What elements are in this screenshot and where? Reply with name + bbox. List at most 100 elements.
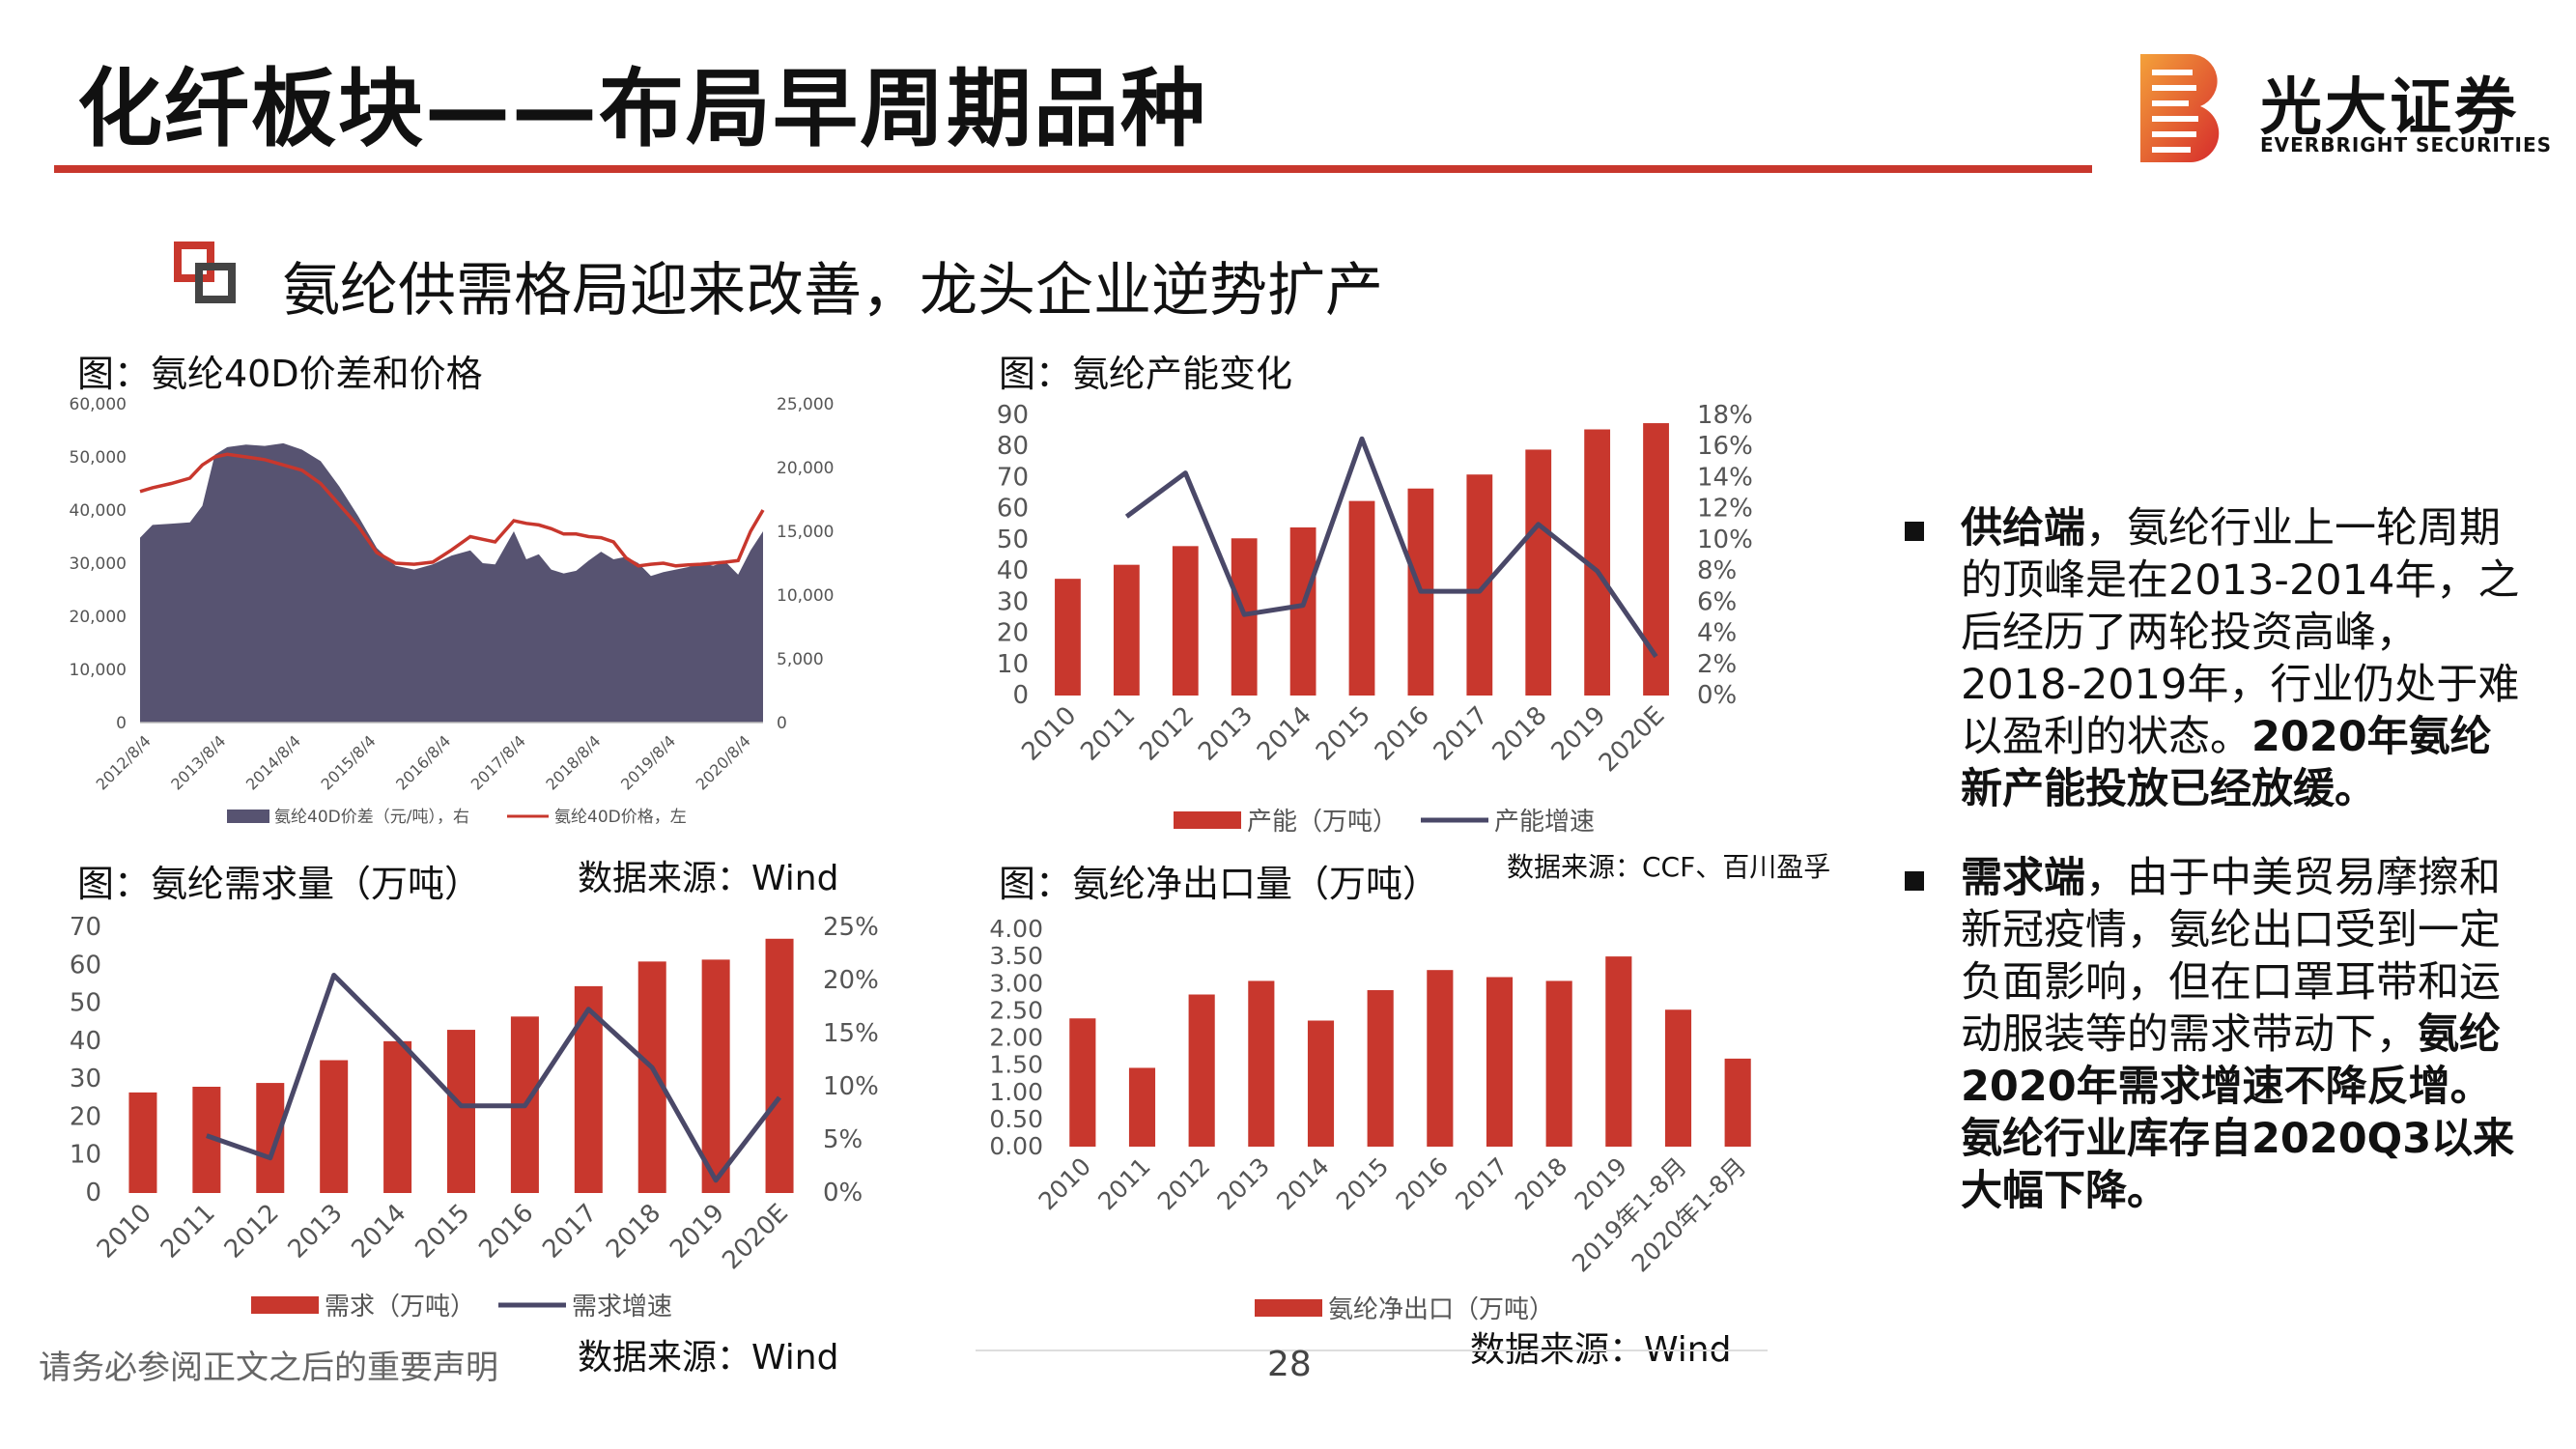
x-tick-label: 2015 <box>1311 701 1376 767</box>
bar <box>1248 980 1275 1147</box>
y-tick-label: 1.50 <box>989 1051 1043 1079</box>
bullet-emphasis: 氨纶2020年需求增速不降反增。氨纶行业库存自2020Q3以来大幅下降。 <box>1961 1010 2515 1215</box>
y-tick-label: 60 <box>997 495 1029 524</box>
bar <box>1525 449 1552 696</box>
price-chart-caption: 图：氨纶40D价差和价格 <box>77 353 483 395</box>
y2-tick-label: 4% <box>1697 619 1737 648</box>
y2-tick-label: 10,000 <box>777 586 834 606</box>
bullet-supply: 供给端，氨纶行业上一轮周期的顶峰是在2013-2014年，之后经历了两轮投资高峰… <box>1905 502 2523 815</box>
x-tick-label: 2012 <box>1134 701 1200 767</box>
bar <box>1113 564 1140 696</box>
y-tick-label: 80 <box>997 432 1029 461</box>
bar <box>1172 546 1199 696</box>
bar <box>1367 990 1394 1147</box>
legend-swatch <box>251 1296 319 1314</box>
legend-label: 产能增速 <box>1494 808 1595 837</box>
legend-label: 需求增速 <box>572 1293 672 1321</box>
bar <box>447 1030 475 1193</box>
y-tick-label: 4.00 <box>989 915 1043 943</box>
x-tick-label: 2015 <box>1331 1152 1394 1215</box>
x-tick-label: 2011 <box>156 1199 221 1264</box>
y2-tick-label: 12% <box>1697 495 1753 524</box>
capacity-chart-caption: 图：氨纶产能变化 <box>999 353 1293 395</box>
legend-label: 氨纶40D价格，左 <box>554 808 687 827</box>
bar <box>1486 977 1514 1147</box>
title-divider <box>54 165 2092 173</box>
x-tick-label: 2017/8/4 <box>467 731 529 793</box>
y-tick-label: 70 <box>70 913 101 942</box>
y-tick-label: 10,000 <box>70 661 127 680</box>
bullet-lead: 供给端 <box>1961 504 2085 553</box>
bar <box>1348 500 1375 696</box>
y2-tick-label: 10% <box>823 1072 879 1101</box>
bar <box>765 938 794 1193</box>
y2-tick-label: 20,000 <box>777 459 834 478</box>
legend-swatch <box>227 810 269 823</box>
page-title: 化纤板块——布局早周期品种 <box>77 59 1208 158</box>
bullet-list: 供给端，氨纶行业上一轮周期的顶峰是在2013-2014年，之后经历了两轮投资高峰… <box>1905 502 2523 1254</box>
bar <box>1643 423 1669 696</box>
x-tick-label: 2014 <box>1252 701 1317 767</box>
section-subtitle: 氨纶供需格局迎来改善，龙头企业逆势扩产 <box>282 257 1383 325</box>
x-tick-label: 2018 <box>1487 701 1553 767</box>
bar <box>383 1040 412 1193</box>
page-number: 28 <box>1267 1345 1312 1384</box>
y-tick-label: 10 <box>70 1141 101 1170</box>
bar <box>1427 970 1454 1147</box>
y-tick-label: 40 <box>997 556 1029 585</box>
y2-tick-label: 15% <box>823 1019 879 1048</box>
y2-tick-label: 2% <box>1697 650 1737 679</box>
y2-tick-label: 18% <box>1697 401 1753 430</box>
y-tick-label: 2.50 <box>989 996 1043 1024</box>
y2-tick-label: 6% <box>1697 587 1737 616</box>
x-tick-label: 2016 <box>473 1199 539 1264</box>
price-line <box>139 452 765 568</box>
y-tick-label: 3.00 <box>989 969 1043 997</box>
y2-tick-label: 10% <box>1697 526 1753 554</box>
bullet-square-icon <box>1905 871 1924 891</box>
y-tick-label: 70 <box>997 463 1029 492</box>
y2-tick-label: 5% <box>823 1125 863 1154</box>
y-tick-label: 0.00 <box>989 1132 1043 1160</box>
x-tick-label: 2011 <box>1075 701 1141 767</box>
x-tick-label: 2012/8/4 <box>93 731 155 793</box>
x-tick-label: 2011 <box>1092 1152 1155 1215</box>
demand-chart: 0102030405060700%5%10%15%20%25%201020112… <box>70 913 879 1321</box>
bar <box>701 959 730 1193</box>
price-chart-source: 数据来源：Wind <box>578 859 839 898</box>
bar <box>128 1092 157 1193</box>
bar <box>1128 1067 1156 1147</box>
y-tick-label: 40 <box>70 1027 101 1056</box>
x-tick-label: 2014 <box>347 1199 412 1264</box>
y-tick-label: 20 <box>997 619 1029 648</box>
y-tick-label: 20,000 <box>70 608 127 627</box>
x-tick-label: 2013 <box>283 1199 349 1264</box>
x-tick-label: 2018 <box>601 1199 666 1264</box>
bullet-text: ，氨纶行业上一轮周期的顶峰是在2013-2014年，之后经历了两轮投资高峰，20… <box>1961 504 2520 761</box>
x-tick-label: 2013 <box>1212 1152 1275 1215</box>
y2-tick-label: 8% <box>1697 556 1737 585</box>
y-tick-label: 2.00 <box>989 1024 1043 1052</box>
bullet-square-icon <box>1905 522 1924 541</box>
export-chart-caption: 图：氨纶净出口量（万吨） <box>999 863 1440 905</box>
x-tick-label: 2018 <box>1510 1152 1572 1215</box>
x-tick-label: 2017 <box>1429 701 1494 767</box>
y-tick-label: 50 <box>997 526 1029 554</box>
x-tick-label: 2012 <box>219 1199 285 1264</box>
bullet-lead: 需求端 <box>1961 854 2085 902</box>
y-tick-label: 10 <box>997 650 1029 679</box>
y-tick-label: 0 <box>1012 681 1029 710</box>
series-line <box>1124 436 1658 659</box>
x-tick-label: 2012 <box>1152 1152 1215 1215</box>
bullet-demand: 需求端，由于中美贸易摩擦和新冠疫情，氨纶出口受到一定负面影响，但在口罩耳带和运动… <box>1905 852 2523 1217</box>
logo-name: 光大证券 <box>2260 72 2519 144</box>
bar <box>1466 474 1493 696</box>
demand-chart-source: 数据来源：Wind <box>578 1338 839 1378</box>
y2-tick-label: 15,000 <box>777 523 834 542</box>
y2-tick-label: 20% <box>823 966 879 995</box>
x-tick-label: 2018/8/4 <box>542 731 604 793</box>
x-tick-label: 2013/8/4 <box>167 731 229 793</box>
bar <box>1069 1018 1096 1147</box>
x-tick-label: 2020E <box>1594 701 1671 779</box>
legend-label: 氨纶净出口（万吨） <box>1328 1295 1554 1324</box>
